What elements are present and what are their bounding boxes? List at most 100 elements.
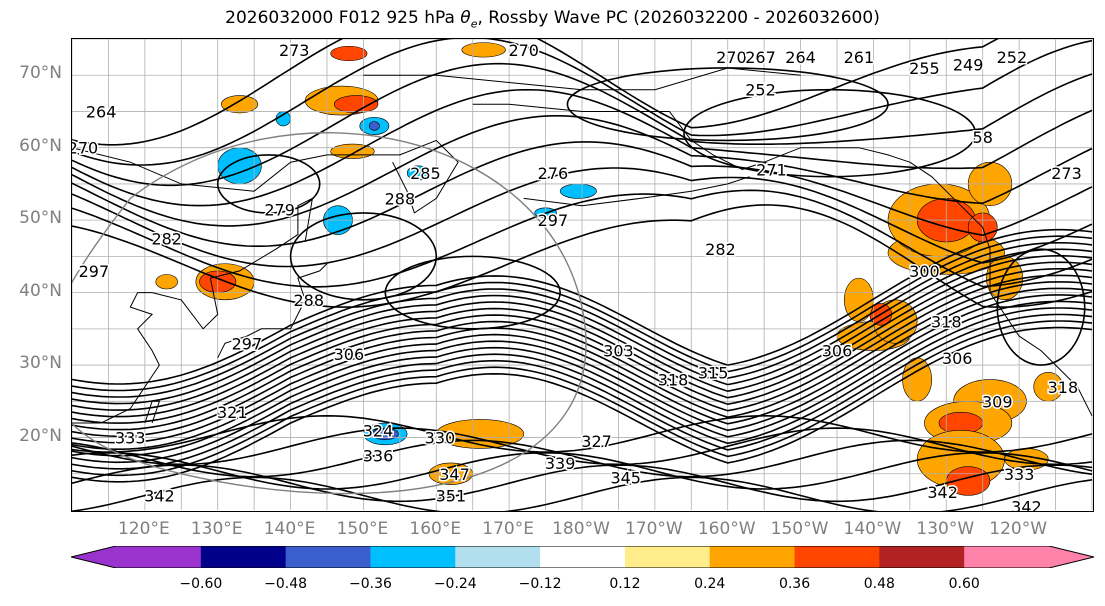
contour-label: 273: [279, 41, 310, 60]
theta-e-contour: [72, 62, 1093, 187]
colorbar-cell: [370, 546, 456, 568]
theta-e-contour: [72, 189, 1093, 288]
contour-label: 309: [982, 392, 1013, 411]
theta-e-contour: [72, 39, 999, 146]
theta-e-contour: [72, 167, 1093, 268]
coastline: [72, 139, 459, 214]
lat-label-20n: 20°N: [19, 425, 62, 446]
contour-labels-layer: 2732702702672642612552492522642525827028…: [72, 39, 1083, 511]
colorbar-cell: [285, 546, 371, 568]
theta-e-contour: [72, 326, 1093, 483]
colorbar-tick-label: 0.60: [948, 576, 980, 592]
contour-label: 336: [363, 447, 394, 466]
lat-label-30n: 30°N: [19, 353, 62, 374]
theta-e-contour: [72, 287, 1093, 444]
contour-label: 339: [545, 454, 576, 473]
contour-label: 288: [385, 189, 416, 208]
contour-label: 282: [705, 240, 736, 259]
coastline: [151, 197, 314, 330]
contour-label: 351: [436, 487, 467, 506]
contour-label: 288: [294, 291, 325, 310]
theta-e-contour: [72, 228, 1093, 385]
contour-label: 303: [603, 342, 634, 361]
contour-label: 324: [363, 421, 394, 440]
colorbar-tick-label: −0.36: [349, 576, 392, 592]
colorbar-tick-label: −0.60: [179, 576, 223, 592]
contour-label: 333: [115, 429, 146, 448]
theta-e-contour: [72, 313, 1093, 470]
lon-label-140w: 140°W: [843, 519, 902, 539]
contour-label: 345: [610, 468, 641, 487]
coastline: [363, 67, 801, 91]
coastline: [72, 292, 160, 424]
lat-label-70n: 70°N: [19, 63, 62, 84]
coastline: [909, 161, 1093, 417]
colorbar-cell: [624, 546, 711, 568]
colorbar: [71, 546, 1094, 568]
pc-shading-patch: [368, 121, 380, 131]
theta-e-contour: [72, 248, 1093, 405]
map-canvas: 2732702702672642612552492522642525827028…: [72, 39, 1093, 511]
contour-label: 270: [508, 41, 539, 60]
contour-label: 342: [144, 487, 175, 506]
contour-label: 297: [538, 211, 569, 230]
theta-e-contour: [72, 427, 1093, 466]
contour-label: 252: [997, 48, 1028, 67]
contour-label: 347: [439, 465, 470, 484]
theta-e-contour: [72, 281, 1093, 438]
lon-label-150e: 150°E: [336, 519, 389, 539]
contours-layer: [72, 39, 1093, 511]
contour-label: 306: [942, 349, 973, 368]
colorbar-cell: [455, 546, 541, 568]
contour-label: 271: [756, 160, 787, 179]
colorbar-cell: [200, 546, 287, 568]
pc-shading-patch: [330, 45, 368, 62]
theta-e-contour: [72, 39, 1093, 166]
contour-label: 267: [745, 48, 776, 67]
colorbar-tick-label: 0.36: [778, 576, 811, 592]
theta-e-contour: [72, 115, 1093, 227]
theta-e-contour: [72, 414, 1093, 453]
coastline: [523, 176, 750, 207]
theta-e-contour-loop: [216, 154, 321, 214]
theta-e-contour: [72, 204, 1093, 308]
lon-label-160w: 160°W: [697, 519, 756, 539]
colorbar-cell: [879, 546, 965, 568]
gridlines-layer: [72, 39, 1093, 510]
colorbar-tick-label: 0.48: [863, 576, 895, 592]
contour-label: 333: [1004, 465, 1035, 484]
lat-label-40n: 40°N: [19, 280, 62, 301]
colorbar-tick-label: 0.24: [694, 576, 726, 592]
lat-label-50n: 50°N: [19, 208, 62, 229]
lon-label-170e: 170°E: [482, 519, 534, 539]
pc-shading-patch: [330, 143, 375, 159]
contour-label: 306: [822, 342, 853, 361]
coastline: [472, 103, 911, 170]
colorbar-tick-label: −0.12: [518, 576, 562, 592]
coastline: [144, 400, 161, 424]
colorbar-extend-left: [71, 546, 116, 568]
theta-e-contour-loop: [289, 212, 438, 301]
coastline-layer: [72, 67, 1093, 424]
map-plot-area: 2732702702672642612552492522642525827028…: [71, 38, 1094, 512]
colorbar-cell: [540, 546, 626, 568]
lon-label-180w: 180°W: [552, 519, 610, 539]
colorbar-cell: [116, 546, 202, 568]
theta-e-contour: [72, 300, 1093, 457]
contour-label: 342: [927, 483, 958, 502]
contour-label: 282: [151, 229, 182, 248]
colorbar-cell: [709, 546, 796, 568]
colorbar-tick-label: 0.12: [609, 576, 641, 592]
pc-shading-patch: [275, 111, 291, 127]
contour-label: 264: [785, 48, 816, 67]
contour-label: 273: [1051, 164, 1082, 183]
colorbar-cell: [794, 546, 880, 568]
contour-label: 249: [953, 55, 984, 74]
lon-label-130w: 130°W: [916, 519, 975, 539]
lat-label-60n: 60°N: [19, 135, 62, 156]
lon-label-170w: 170°W: [624, 519, 683, 539]
theta-e-contour: [72, 268, 1093, 424]
lon-label-130e: 130°E: [190, 519, 243, 539]
theta-e-contour: [72, 235, 1093, 392]
colorbar-cell: [964, 546, 1050, 568]
